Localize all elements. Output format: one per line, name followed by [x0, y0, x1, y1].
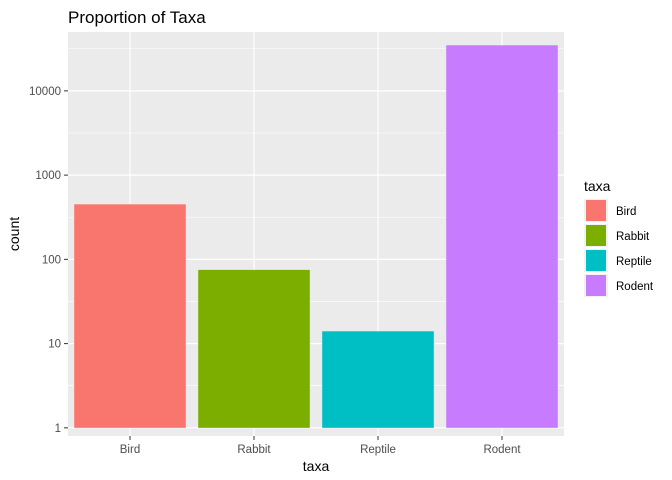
y-axis-ticks: 1 10 100 1000 10000 — [29, 86, 68, 435]
chart-title: Proportion of Taxa — [68, 8, 206, 27]
x-tick-label: Bird — [120, 444, 140, 456]
legend-label-reptile: Reptile — [616, 256, 652, 268]
legend-items: Bird Rabbit Reptile Rodent — [584, 199, 654, 297]
bars — [74, 45, 558, 428]
x-tick-label: Rabbit — [237, 444, 271, 456]
bar-reptile — [322, 331, 434, 428]
bar-rabbit — [198, 269, 310, 428]
legend-key-rabbit — [586, 225, 606, 246]
legend-label-rabbit: Rabbit — [616, 231, 650, 243]
x-tick-label: Rodent — [483, 444, 521, 456]
y-axis-title: count — [6, 217, 22, 251]
bar-bird — [74, 204, 186, 428]
legend-label-rodent: Rodent — [616, 281, 654, 293]
legend-key-rodent — [586, 275, 606, 296]
x-axis-ticks: Bird Rabbit Reptile Rodent — [120, 436, 521, 456]
y-tick-label: 10 — [48, 339, 61, 351]
legend: taxa Bird Rabbit Reptile Rodent — [584, 178, 654, 297]
legend-label-bird: Bird — [616, 206, 636, 218]
legend-key-reptile — [586, 250, 606, 271]
bar-rodent — [446, 45, 558, 428]
y-tick-label: 1 — [55, 423, 61, 435]
legend-key-bird — [586, 200, 606, 221]
y-tick-label: 10000 — [29, 86, 61, 98]
x-tick-label: Reptile — [360, 444, 396, 456]
legend-title: taxa — [584, 178, 611, 194]
y-tick-label: 1000 — [35, 170, 61, 182]
y-tick-label: 100 — [42, 254, 61, 266]
x-axis-title: taxa — [303, 458, 330, 474]
